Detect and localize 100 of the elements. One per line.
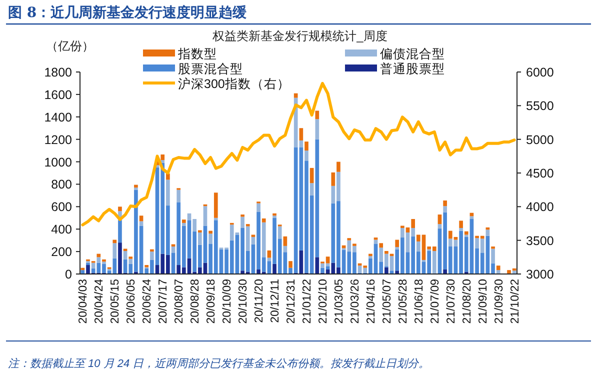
bar [310,183,314,196]
bar [486,230,490,236]
bar [304,150,308,161]
bar [139,216,144,222]
bar [395,270,400,274]
legend-label: 股票混合型 [178,62,243,76]
bar [102,259,106,262]
x-tick-label: 20/05/15 [110,279,122,324]
x-tick-label: 21/05/07 [381,279,394,324]
x-tick-label: 21/08/20 [461,279,474,324]
x-tick-label: 20/10/09 [222,279,234,324]
bar [96,254,101,258]
bar [278,226,282,239]
y2-tick-label: 5500 [526,99,554,114]
bar [470,216,474,220]
bar [208,234,212,244]
bar [288,261,292,268]
bar [459,228,463,231]
bar [443,200,447,206]
bar [336,162,340,172]
bar [267,258,272,262]
bar [379,243,384,248]
x-tick-label: 20/04/24 [94,278,106,324]
y-tick-label: 0 [65,268,72,282]
bar [214,192,218,218]
bar [86,262,90,266]
x-tick-label: 21/03/26 [349,279,362,324]
y2-tick-label: 3500 [526,234,554,248]
x-tick-label: 20/07/17 [158,279,170,324]
y-tick-label: 1800 [44,66,72,80]
y2-tick-label: 4000 [526,200,554,214]
bar [272,264,276,274]
x-tick-label: 21/10/22 [509,279,522,324]
bar [256,203,260,212]
bar [112,243,117,258]
x-tick-label: 20/04/03 [78,279,90,324]
x-tick-label: 21/06/18 [413,279,426,324]
bar [496,266,500,270]
legend-label: 沪深300指数（右） [178,76,290,91]
bar [112,240,117,244]
y2-tick-label: 4500 [526,166,554,180]
bar [294,93,298,98]
legend-label: 偏债混合型 [380,47,445,61]
bar [150,249,154,252]
bar [310,168,314,184]
bar [384,250,388,254]
bar [438,224,442,229]
x-tick-label: 21/07/09 [429,279,442,324]
y-tick-label: 800 [51,178,72,192]
x-tick-label: 20/12/11 [270,279,282,323]
y-tick-label: 200 [51,245,72,260]
bar [331,172,336,186]
bar [160,154,165,160]
bar [80,270,85,274]
x-tick-label: 20/10/30 [238,279,250,324]
bar [299,128,304,140]
bar [272,213,276,216]
chart-subtitle: 权益类新基金发行规模统计_周度 [212,29,388,43]
bar [262,218,266,222]
bar [443,270,447,274]
bar [176,190,181,202]
bar [182,220,186,223]
x-tick-label: 20/06/24 [142,278,154,324]
x-tick-label: 21/07/30 [445,279,458,324]
bar [304,142,308,151]
bar [496,270,500,274]
bar [203,206,208,226]
y-tick-label: 1200 [44,132,72,147]
bar [214,218,218,220]
bar [512,270,516,274]
bar [491,248,495,264]
x-tick-label: 20/08/07 [174,279,186,324]
y-tick-label: 1600 [44,88,72,102]
bar [432,250,436,274]
bar [91,262,96,268]
bar [464,231,468,235]
x-tick-label: 21/09/10 [477,279,490,324]
bar [208,230,212,234]
bar [166,180,170,206]
chart-title: 图 8：近几周新基金发行速度明显趋缓 [8,4,248,21]
y2-tick-label: 3000 [526,268,554,282]
x-tick-label: 21/02/10 [317,279,330,324]
bar [198,232,202,245]
bar [150,252,154,260]
bar [118,220,122,243]
x-tick-label: 21/04/16 [365,279,378,324]
x-tick-label: 21/01/22 [301,279,314,324]
x-tick-label: 20/06/05 [126,279,138,324]
legend-label: 指数型 [177,47,217,61]
bar [459,220,463,228]
legend-label: 普通股票型 [380,61,445,76]
bar [315,119,320,140]
bar [166,174,170,180]
bar [368,254,372,256]
x-tick-label: 21/09/30 [493,279,506,324]
bar [315,110,320,120]
bar [283,236,288,246]
bar [416,241,420,252]
x-tick-label: 21/05/28 [397,279,410,324]
bar [438,214,442,224]
